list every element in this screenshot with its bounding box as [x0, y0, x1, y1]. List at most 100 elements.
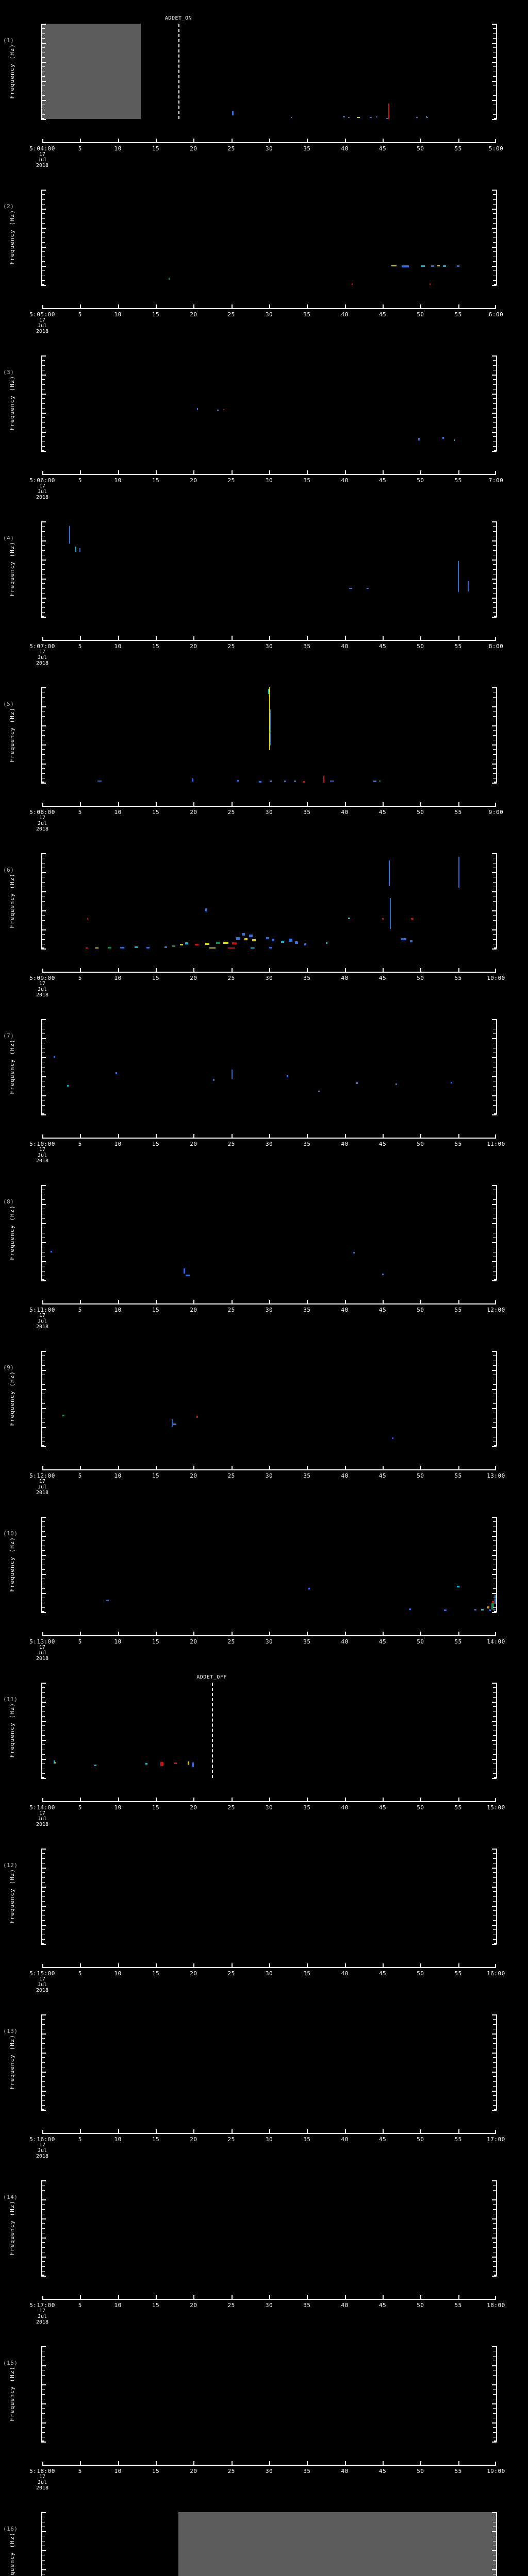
detection-mark[interactable]	[401, 938, 407, 940]
detection-mark[interactable]	[54, 1761, 56, 1764]
detection-mark[interactable]	[270, 731, 272, 733]
detection-mark[interactable]	[410, 918, 414, 920]
plot-area[interactable]: 02004006008001000	[41, 1517, 497, 1613]
detection-mark[interactable]	[323, 776, 324, 783]
detection-mark[interactable]	[489, 1609, 491, 1612]
detection-mark[interactable]	[494, 1595, 496, 1599]
plot-area[interactable]: 02004006008001000	[41, 1019, 497, 1115]
detection-mark[interactable]	[209, 947, 216, 948]
detection-mark[interactable]	[134, 946, 138, 948]
detection-mark[interactable]	[457, 265, 460, 267]
plot-area[interactable]: 02004006008001000	[41, 2512, 497, 2576]
detection-mark[interactable]	[357, 117, 360, 118]
plot-canvas[interactable]	[42, 355, 496, 451]
detection-mark[interactable]	[294, 941, 298, 944]
detection-mark[interactable]	[192, 778, 194, 782]
detection-mark[interactable]	[269, 718, 271, 721]
detection-mark[interactable]	[184, 1268, 186, 1274]
detection-mark[interactable]	[173, 1423, 176, 1425]
spectrogram-panel-5[interactable]: (5)Frequency (Hz) 02004006008001000 5:08:0…	[0, 664, 528, 832]
detection-mark[interactable]	[356, 1081, 358, 1084]
detection-mark[interactable]	[318, 1091, 320, 1093]
detection-mark[interactable]	[382, 918, 384, 920]
plot-area[interactable]: 02004006008001000	[41, 521, 497, 618]
detection-mark[interactable]	[116, 1072, 118, 1075]
detection-mark[interactable]	[293, 781, 296, 783]
plot-area[interactable]: ADDET_ON02004006008001000	[41, 15, 497, 120]
detection-mark[interactable]	[217, 409, 219, 411]
detection-mark[interactable]	[458, 857, 460, 888]
detection-mark[interactable]	[232, 1070, 233, 1079]
spectrogram-panel-16[interactable]: (16)Frequency (Hz)020040060080010005:19:…	[0, 2488, 528, 2576]
detection-mark[interactable]	[164, 946, 167, 948]
detection-mark[interactable]	[94, 1765, 96, 1767]
detection-mark[interactable]	[408, 1608, 411, 1611]
detection-mark[interactable]	[442, 437, 444, 439]
spectrogram-panel-1[interactable]: (1)Frequency (Hz) ADDET_ON020040060080010…	[0, 0, 528, 168]
detection-mark[interactable]	[281, 940, 285, 943]
detection-mark[interactable]	[223, 941, 229, 944]
detection-mark[interactable]	[352, 283, 353, 285]
detection-mark[interactable]	[286, 1075, 288, 1077]
detection-mark[interactable]	[378, 781, 381, 782]
spectrogram-panel-9[interactable]: (9)Frequency (Hz) 02004006008001000 5:12:0…	[0, 1327, 528, 1496]
detection-mark[interactable]	[51, 1251, 53, 1252]
detection-mark[interactable]	[369, 116, 372, 118]
detection-mark[interactable]	[457, 561, 459, 592]
detection-mark[interactable]	[185, 1275, 190, 1277]
detection-mark[interactable]	[108, 947, 112, 948]
detection-mark[interactable]	[270, 709, 271, 745]
plot-area[interactable]: 02004006008001000	[41, 355, 497, 452]
plot-canvas[interactable]	[42, 190, 496, 285]
detection-mark[interactable]	[391, 1437, 393, 1439]
spectrogram-panel-6[interactable]: (6)Frequency (Hz) 02004006008001000 5:09:0…	[0, 829, 528, 998]
plot-canvas[interactable]	[42, 687, 496, 783]
spectrogram-panel-11[interactable]: (11)Frequency (Hz) ADDET_OFF0200400600800…	[0, 1659, 528, 1827]
detection-mark[interactable]	[329, 781, 334, 782]
detection-mark[interactable]	[179, 944, 183, 946]
detection-mark[interactable]	[174, 1762, 177, 1765]
detection-mark[interactable]	[95, 947, 98, 948]
plot-canvas[interactable]	[42, 1849, 496, 1944]
detection-mark[interactable]	[284, 781, 286, 783]
detection-mark[interactable]	[308, 1588, 310, 1590]
detection-mark[interactable]	[343, 116, 345, 118]
detection-mark[interactable]	[196, 1415, 199, 1418]
detection-mark[interactable]	[244, 938, 248, 941]
detection-mark[interactable]	[232, 111, 234, 115]
plot-canvas[interactable]	[42, 1185, 496, 1280]
detection-mark[interactable]	[120, 947, 125, 948]
detection-mark[interactable]	[242, 933, 245, 936]
detection-mark[interactable]	[79, 548, 81, 552]
detection-mark[interactable]	[457, 1586, 460, 1588]
detection-mark[interactable]	[86, 947, 89, 948]
detection-mark[interactable]	[353, 1251, 355, 1253]
detection-mark[interactable]	[171, 1419, 173, 1427]
detection-mark[interactable]	[304, 943, 307, 945]
plot-area[interactable]: 02004006008001000	[41, 2180, 497, 2277]
detection-mark[interactable]	[494, 1599, 496, 1604]
detection-mark[interactable]	[373, 781, 377, 783]
detection-mark[interactable]	[213, 1079, 215, 1081]
detection-mark[interactable]	[236, 937, 240, 940]
plot-canvas[interactable]	[42, 2512, 496, 2576]
detection-mark[interactable]	[389, 860, 390, 886]
plot-canvas[interactable]	[42, 1351, 496, 1446]
detection-mark[interactable]	[185, 942, 189, 945]
detection-mark[interactable]	[348, 917, 351, 919]
plot-canvas[interactable]	[42, 1517, 496, 1612]
detection-mark[interactable]	[97, 780, 102, 782]
detection-mark[interactable]	[348, 117, 350, 118]
detection-mark[interactable]	[87, 918, 88, 920]
detection-mark[interactable]	[491, 1603, 493, 1609]
plot-canvas[interactable]	[42, 521, 496, 617]
detection-mark[interactable]	[169, 278, 170, 281]
detection-mark[interactable]	[443, 265, 447, 267]
detection-mark[interactable]	[410, 940, 413, 942]
detection-mark[interactable]	[426, 116, 427, 118]
detection-mark[interactable]	[325, 942, 327, 944]
plot-area[interactable]: 02004006008001000	[41, 1351, 497, 1447]
detection-mark[interactable]	[249, 934, 253, 937]
detection-mark[interactable]	[252, 939, 256, 941]
plot-area[interactable]: 02004006008001000	[41, 2346, 497, 2443]
